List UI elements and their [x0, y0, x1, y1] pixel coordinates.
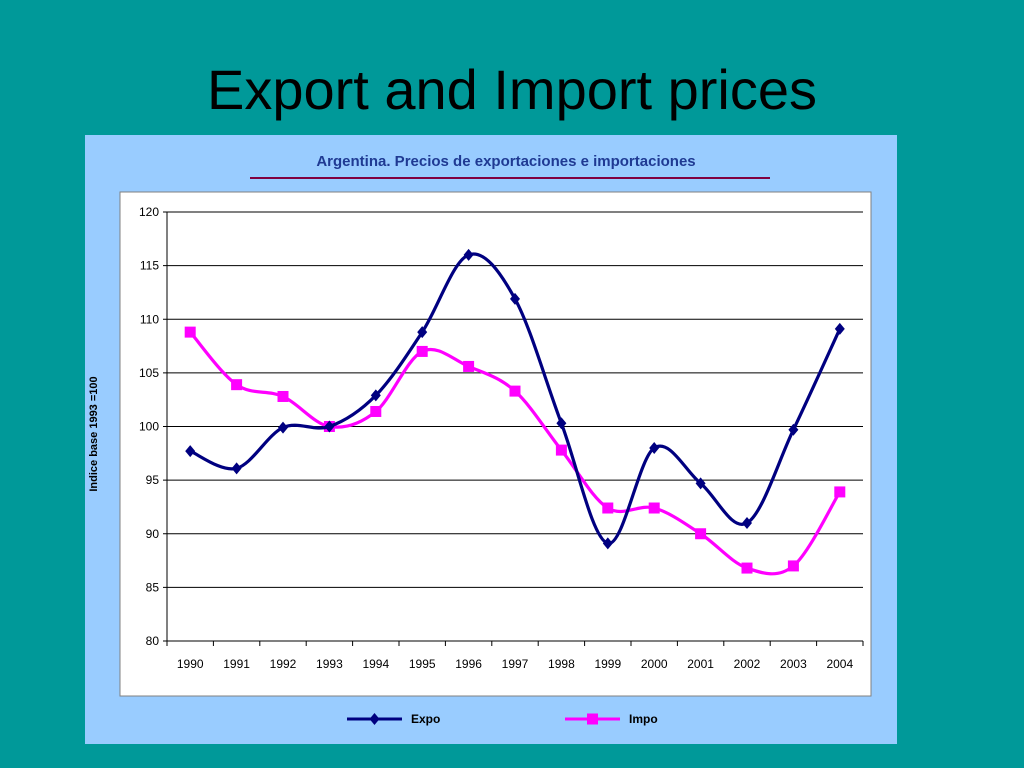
- expo-data-point: [649, 441, 660, 454]
- expo-data-point: [185, 445, 196, 458]
- expo-data-point: [463, 248, 474, 261]
- impo-legend-marker: [587, 713, 598, 725]
- x-tick-label: 1991: [223, 657, 250, 671]
- slide-title: Export and Import prices: [206, 58, 818, 121]
- expo-data-point: [556, 417, 567, 430]
- x-tick-label: 1993: [316, 657, 343, 671]
- series: [184, 248, 846, 576]
- x-tick-label: 1997: [502, 657, 529, 671]
- chart-panel: Argentina. Precios de exportaciones e im…: [85, 135, 897, 744]
- impo-data-point: [555, 444, 567, 456]
- x-tick-label: 2002: [734, 657, 761, 671]
- x-tick-label: 1999: [594, 657, 621, 671]
- x-tick-label: 1996: [455, 657, 482, 671]
- x-tick-label: 2003: [780, 657, 807, 671]
- expo-data-point: [370, 389, 381, 402]
- impo-legend-label: Impo: [629, 712, 658, 726]
- impo-data-point: [463, 360, 475, 372]
- y-tick-label: 105: [139, 366, 159, 380]
- x-tick-label: 1990: [177, 657, 204, 671]
- y-tick-label: 80: [146, 634, 160, 648]
- expo-data-point: [742, 517, 752, 530]
- impo-data-point: [787, 560, 799, 572]
- x-tick-label: 2000: [641, 657, 668, 671]
- x-tick-label: 1995: [409, 657, 436, 671]
- impo-data-point: [741, 562, 753, 574]
- impo-data-point: [277, 390, 289, 402]
- expo-data-point: [278, 421, 288, 434]
- y-tick-label: 95: [146, 473, 160, 487]
- axes: 80 85 90 95 100 105 110 115 120 1990 1991 1992 1993 1…: [139, 205, 864, 671]
- expo-legend-label: Expo: [411, 712, 440, 726]
- legend: Expo Impo: [347, 712, 658, 726]
- x-tick-label: 1998: [548, 657, 575, 671]
- expo-data-point: [834, 322, 845, 335]
- x-tick-label: 2001: [687, 657, 714, 671]
- impo-data-point: [602, 502, 614, 514]
- impo-data-point: [370, 405, 382, 417]
- expo-data-point: [417, 326, 428, 339]
- expo-data-point: [695, 477, 706, 490]
- impo-data-point: [184, 326, 196, 338]
- y-tick-label: 90: [146, 527, 160, 541]
- impo-data-point: [509, 385, 521, 397]
- expo-data-point: [231, 462, 242, 475]
- expo-data-point: [324, 420, 335, 433]
- impo-data-point: [834, 486, 846, 498]
- x-tick-label: 1994: [362, 657, 389, 671]
- y-tick-label: 85: [146, 580, 160, 594]
- expo-data-point: [602, 537, 613, 550]
- line-chart: Argentina. Precios de exportaciones e im…: [88, 153, 872, 726]
- impo-data-point: [695, 528, 707, 540]
- y-axis-label: Indice base 1993 =100: [88, 376, 100, 491]
- y-tick-label: 115: [140, 259, 159, 273]
- expo-data-point: [510, 292, 520, 305]
- impo-data-point: [648, 502, 660, 514]
- expo-legend-marker: [369, 713, 380, 725]
- x-tick-label: 1992: [270, 657, 297, 671]
- y-tick-label: 120: [139, 205, 159, 219]
- impo-data-point: [231, 379, 243, 391]
- y-tick-label: 100: [139, 420, 159, 434]
- y-tick-label: 110: [140, 312, 159, 326]
- plot-frame: [119, 191, 872, 697]
- x-tick-label: 2004: [826, 657, 853, 671]
- expo-data-point: [788, 423, 799, 436]
- chart-title: Argentina. Precios de exportaciones e im…: [316, 153, 695, 170]
- impo-data-point: [416, 345, 428, 357]
